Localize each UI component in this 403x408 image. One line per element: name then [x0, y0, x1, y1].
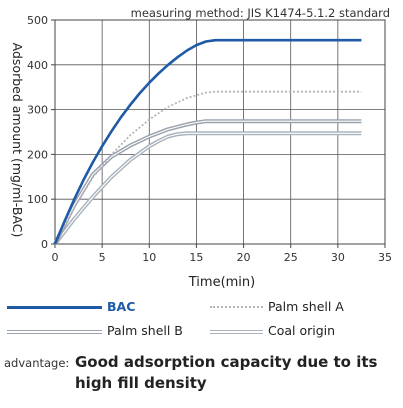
y-tick-label: 300	[27, 104, 48, 117]
legend-swatch-palm-shell-b	[7, 330, 102, 334]
series-line-palm-shell-a	[54, 90, 362, 245]
legend-item-coal-origin: Coal origin	[210, 323, 400, 341]
legend-label-bac: BAC	[107, 299, 136, 314]
y-tick-label: 400	[27, 59, 48, 72]
y-tick-label: 500	[27, 14, 48, 27]
legend-item-palm-shell-a: Palm shell A	[210, 299, 400, 317]
legend-label-coal-origin: Coal origin	[268, 323, 336, 338]
x-tick-label: 0	[52, 251, 59, 264]
series-line-palm-shell-b	[53, 119, 362, 245]
series-line-palm-shell-b-inner	[54, 120, 362, 245]
series-line-coal-origin-inner	[54, 132, 362, 245]
x-axis-label: Time(min)	[188, 275, 255, 290]
series-line-bac	[53, 38, 362, 245]
x-tick-label: 5	[99, 251, 106, 264]
axes: 0 5 10 15 20 25 30 35 0 100 200 300 400 500	[27, 14, 392, 264]
legend-swatch-bac	[7, 306, 102, 309]
y-tick-label: 200	[27, 148, 48, 161]
plot-frame	[54, 19, 386, 245]
x-tick-label: 30	[331, 251, 345, 264]
x-tick-label: 20	[237, 251, 251, 264]
chart-annotation: measuring method: JIS K1474-5.1.2 standa…	[131, 6, 390, 20]
y-axis-label: Adsorbed amount (mg/ml-BAC)	[10, 43, 25, 238]
legend-label-palm-shell-a: Palm shell A	[268, 299, 344, 314]
y-tick-label: 0	[41, 238, 48, 251]
x-tick-label: 15	[189, 251, 203, 264]
x-tick-label: 25	[284, 251, 298, 264]
legend-item-palm-shell-b: Palm shell B	[7, 323, 197, 341]
advantage-prefix: advantage:	[4, 356, 70, 370]
advantage-text: Good adsorption capacity due to its high…	[75, 353, 378, 392]
legend-swatch-palm-shell-a	[210, 306, 263, 308]
legend-swatch-coal-origin	[210, 330, 263, 334]
legend-item-bac: BAC	[7, 299, 197, 317]
x-tick-label: 10	[142, 251, 156, 264]
series-layer	[53, 38, 362, 246]
line-chart: measuring method: JIS K1474-5.1.2 standa…	[10, 6, 392, 290]
y-tick-label: 100	[27, 193, 48, 206]
x-tick-label: 35	[378, 251, 392, 264]
legend-label-palm-shell-b: Palm shell B	[107, 323, 183, 338]
